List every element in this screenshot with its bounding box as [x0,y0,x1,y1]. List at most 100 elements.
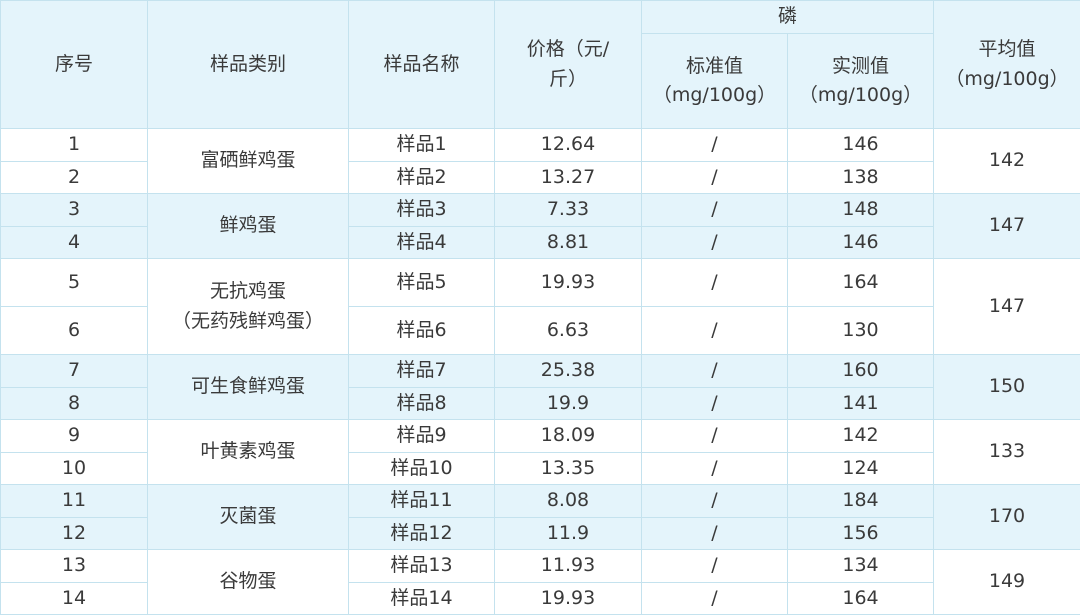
header-cell: 平均值 （mg/100g） [933,0,1080,129]
name-cell: 样品11 [348,484,495,518]
table-row: 5 无抗鸡蛋 （无药残鲜鸡蛋） 样品5 19.93/164 147 [0,258,1080,355]
text-line: 富硒鲜鸡蛋 [200,149,296,172]
price-cell: 6.63 [494,306,642,355]
name-cell: 样品14 [348,581,495,615]
name-cell: 样品12 [348,516,495,550]
price-cell: 19.9 [494,386,642,420]
price-cell: 11.9 [494,516,642,550]
text-line: 平均值 [978,38,1036,61]
table-row: 1 富硒鲜鸡蛋 样品1 12.64/146 142 [0,128,1080,194]
text-line: 叶黄素鸡蛋 [200,440,296,463]
text-line: 无抗鸡蛋 [209,280,286,303]
no-cell: 1 [0,128,148,162]
table-row: 12 样品12 11.9/156 [0,516,1080,550]
standard-cell: / [641,419,788,453]
text-line: 谷物蛋 [219,570,277,593]
name-cell: 样品5 [348,258,495,307]
no-cell: 11 [0,484,148,518]
category-cell: 谷物蛋 [147,549,349,615]
standard-cell: / [641,193,788,227]
text-line: （mg/100g） [945,67,1069,90]
price-cell: 8.08 [494,484,642,518]
price-cell: 19.93 [494,258,642,307]
measured-cell: 124 [786,451,935,485]
no-cell: 3 [0,193,148,227]
header-cell: 磷 [640,0,935,34]
average-cell: 149 [933,549,1080,615]
name-cell: 样品7 [348,354,495,388]
category-cell: 富硒鲜鸡蛋 [147,128,349,194]
no-cell: 8 [0,386,148,420]
table-row: 2 样品2 13.27/138 [0,160,1080,194]
measured-cell: 184 [786,484,935,518]
measured-cell: 130 [786,306,935,355]
header-cell: 价格（元/斤） [494,0,642,129]
standard-cell: / [641,225,788,259]
standard-cell: / [641,306,788,355]
table-row: 4 样品4 8.81/146 [0,225,1080,259]
text-line: 可生食鲜鸡蛋 [190,375,305,398]
header-cell: 实测值 （mg/100g） [786,33,935,129]
name-cell: 样品1 [348,128,495,162]
no-cell: 6 [0,306,148,355]
no-cell: 4 [0,225,148,259]
text-line: 实测值 [832,54,890,77]
price-cell: 13.35 [494,451,642,485]
category-cell: 叶黄素鸡蛋 [147,419,349,485]
price-cell: 13.27 [494,160,642,194]
no-cell: 5 [0,258,148,307]
price-cell: 25.38 [494,354,642,388]
category-cell: 无抗鸡蛋 （无药残鲜鸡蛋） [147,258,349,355]
category-cell: 鲜鸡蛋 [147,193,349,259]
table-row: 6 样品6 6.63/130 [0,306,1080,355]
measured-cell: 141 [786,386,935,420]
category-cell: 可生食鲜鸡蛋 [147,354,349,420]
measured-cell: 142 [786,419,935,453]
no-cell: 14 [0,581,148,615]
header-cell: 标准值 （mg/100g） [641,33,788,129]
measured-cell: 146 [786,128,935,162]
average-cell: 170 [933,484,1080,550]
standard-cell: / [641,516,788,550]
standard-cell: / [641,386,788,420]
measured-cell: 164 [786,581,935,615]
name-cell: 样品13 [348,549,495,583]
standard-cell: / [641,160,788,194]
name-cell: 样品3 [348,193,495,227]
name-cell: 样品4 [348,225,495,259]
text-line: 标准值 [685,54,743,77]
standard-cell: / [641,258,788,307]
text-line: 价格（元/ [526,38,610,61]
table-row: 10 样品10 13.35/124 [0,451,1080,485]
average-cell: 150 [933,354,1080,420]
average-cell: 133 [933,419,1080,485]
price-cell: 7.33 [494,193,642,227]
average-cell: 142 [933,128,1080,194]
price-cell: 18.09 [494,419,642,453]
header-cell: 样品类别 [147,0,349,129]
text-line: 灭菌蛋 [219,505,277,528]
no-cell: 2 [0,160,148,194]
measured-cell: 148 [786,193,935,227]
header-cell: 样品名称 [348,0,495,129]
measured-cell: 156 [786,516,935,550]
no-cell: 12 [0,516,148,550]
no-cell: 10 [0,451,148,485]
no-cell: 7 [0,354,148,388]
text-line: 鲜鸡蛋 [219,214,277,237]
no-cell: 13 [0,549,148,583]
text-line: 斤） [548,67,587,90]
average-cell: 147 [933,258,1080,355]
price-cell: 12.64 [494,128,642,162]
name-cell: 样品6 [348,306,495,355]
no-cell: 9 [0,419,148,453]
text-line: （mg/100g） [798,84,923,106]
measured-cell: 164 [786,258,935,307]
table-row: 13 谷物蛋 样品13 11.93/134 149 [0,549,1080,615]
standard-cell: / [641,581,788,615]
name-cell: 样品10 [348,451,495,485]
text-line: （mg/100g） [652,84,777,106]
standard-cell: / [641,128,788,162]
